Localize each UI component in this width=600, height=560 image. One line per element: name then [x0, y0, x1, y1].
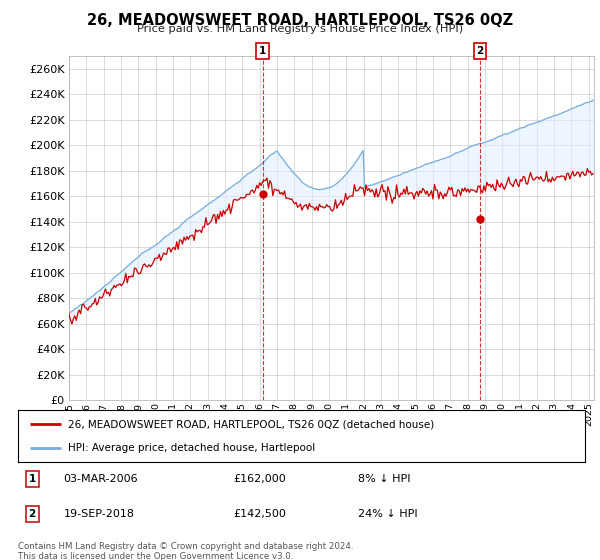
Text: 19-SEP-2018: 19-SEP-2018 [64, 509, 134, 519]
Text: 2: 2 [476, 46, 484, 56]
Text: £162,000: £162,000 [233, 474, 286, 484]
Text: 03-MAR-2006: 03-MAR-2006 [64, 474, 138, 484]
Text: 2: 2 [29, 509, 36, 519]
Text: 24% ↓ HPI: 24% ↓ HPI [358, 509, 418, 519]
Text: Price paid vs. HM Land Registry's House Price Index (HPI): Price paid vs. HM Land Registry's House … [137, 24, 463, 34]
Text: £142,500: £142,500 [233, 509, 286, 519]
Text: 26, MEADOWSWEET ROAD, HARTLEPOOL, TS26 0QZ: 26, MEADOWSWEET ROAD, HARTLEPOOL, TS26 0… [87, 13, 513, 28]
Text: HPI: Average price, detached house, Hartlepool: HPI: Average price, detached house, Hart… [68, 443, 315, 453]
Text: 8% ↓ HPI: 8% ↓ HPI [358, 474, 410, 484]
Text: Contains HM Land Registry data © Crown copyright and database right 2024.
This d: Contains HM Land Registry data © Crown c… [18, 542, 353, 560]
Text: 1: 1 [259, 46, 266, 56]
Text: 26, MEADOWSWEET ROAD, HARTLEPOOL, TS26 0QZ (detached house): 26, MEADOWSWEET ROAD, HARTLEPOOL, TS26 0… [68, 419, 434, 430]
Text: 1: 1 [29, 474, 36, 484]
